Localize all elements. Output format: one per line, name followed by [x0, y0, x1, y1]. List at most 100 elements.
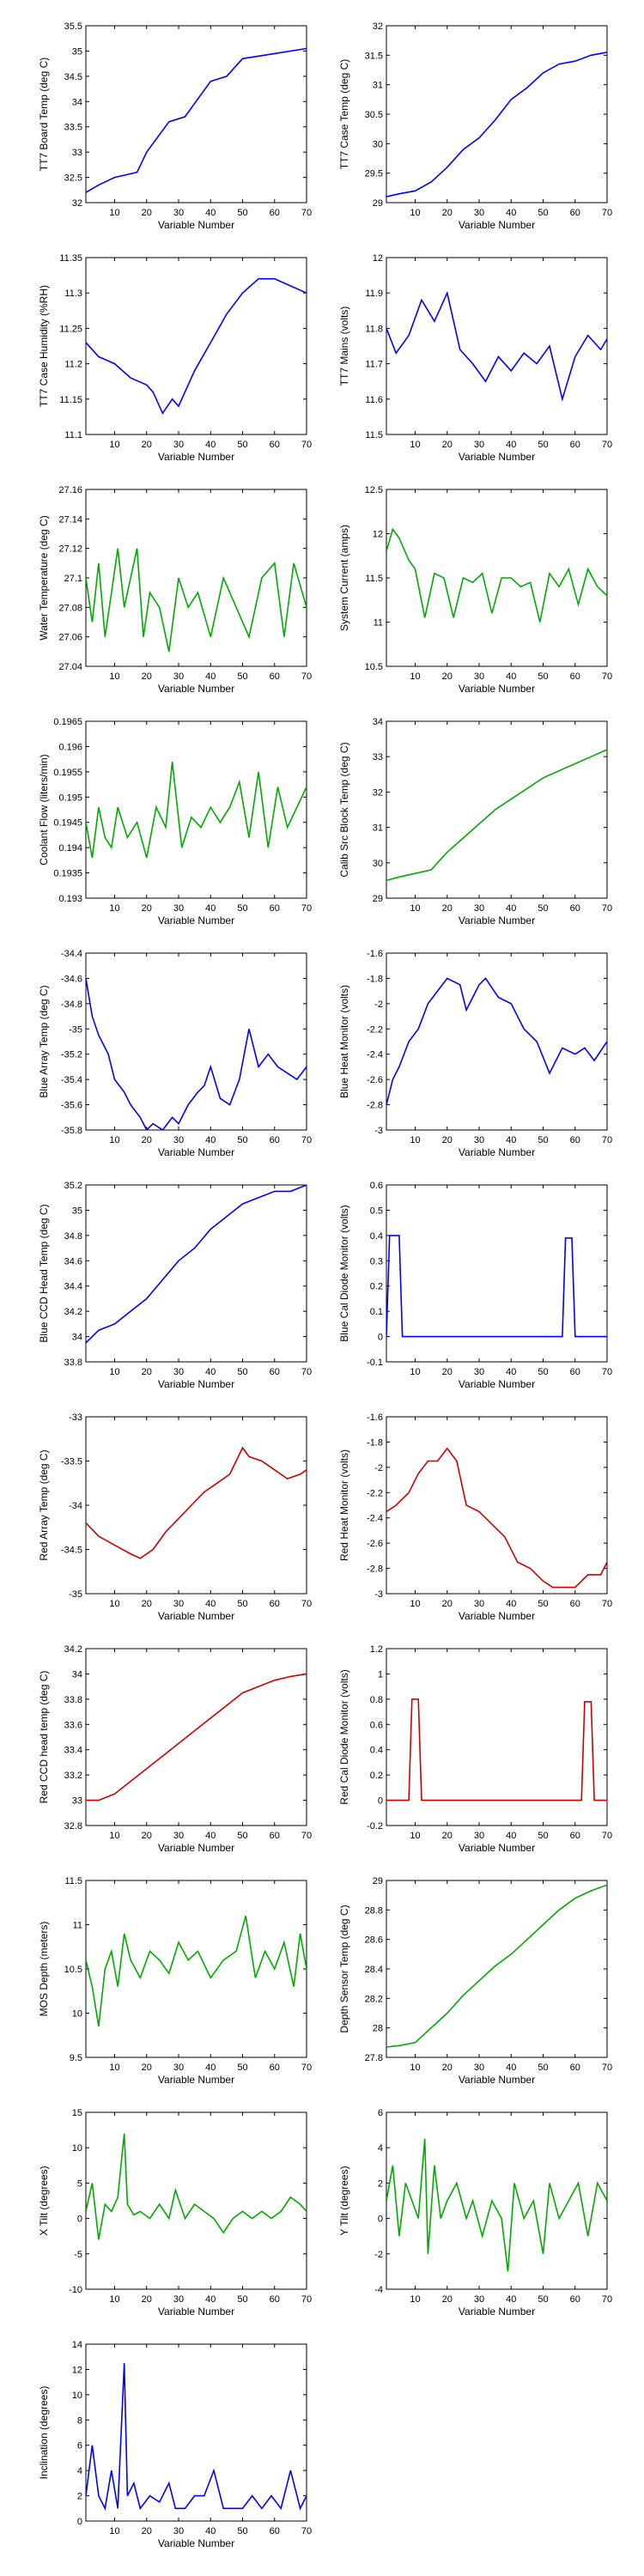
plot-frame: [85, 952, 307, 1131]
x-tick-label: 50: [538, 2294, 548, 2305]
x-tick-label: 60: [570, 1135, 580, 1145]
y-tick-label: 6: [77, 2441, 82, 2451]
y-tick-label: 34: [72, 1333, 82, 1343]
x-tick-label: 30: [474, 1367, 484, 1377]
y-tick-label: -35.2: [61, 1050, 82, 1060]
y-tick-label: 27.14: [58, 514, 82, 525]
x-tick-label: 60: [570, 2294, 580, 2305]
x-tick-label: 50: [538, 903, 548, 914]
y-tick-label: 0.6: [370, 1720, 383, 1730]
y-axis-label: Depth Sensor Temp (deg C): [338, 1905, 350, 2032]
x-tick-label: 60: [570, 903, 580, 914]
x-tick-label: 40: [506, 1135, 516, 1145]
x-tick-label: 70: [301, 903, 312, 914]
y-tick-label: 11.6: [365, 395, 383, 405]
y-tick-label: 0.194: [58, 843, 82, 854]
series-line: [386, 290, 607, 402]
chart-panel-1: 32 31.5 31 30.5 30 29.5 29 10 20 30 40 50 60 70 Variab…: [338, 21, 612, 231]
x-tick-label: 70: [602, 1831, 612, 1841]
x-tick-label: 40: [506, 1831, 516, 1841]
x-tick-label: 20: [442, 2294, 453, 2305]
x-tick-label: 60: [570, 1831, 580, 1841]
y-axis-label: Y Tilt (degrees): [338, 2166, 350, 2235]
y-tick-label: 11: [374, 618, 383, 629]
y-axis-label: Water Temperature (deg C): [38, 515, 50, 640]
x-tick-label: 20: [442, 903, 453, 914]
series-line: [86, 277, 307, 415]
x-axis-label: Variable Number: [158, 914, 234, 927]
y-tick-label: 28.6: [365, 1935, 383, 1946]
x-tick-label: 10: [109, 1135, 119, 1145]
x-tick-label: 30: [173, 2526, 184, 2537]
y-tick-label: 11.9: [365, 289, 383, 299]
y-tick-label: 34.4: [64, 1282, 82, 1292]
y-tick-label: 0.1: [370, 1307, 383, 1317]
y-tick-label: 33: [72, 148, 82, 158]
x-tick-label: 60: [270, 1367, 280, 1377]
y-tick-label: 35.5: [64, 21, 82, 32]
y-axis-label: Calib Src Block Temp (deg C): [338, 742, 350, 877]
x-tick-label: 70: [301, 208, 312, 218]
x-tick-label: 30: [173, 440, 184, 450]
y-tick-label: -2: [374, 2250, 383, 2260]
x-tick-label: 50: [538, 1599, 548, 1609]
x-tick-label: 10: [410, 208, 420, 218]
x-tick-label: 20: [142, 671, 152, 682]
y-tick-label: 11.5: [64, 1876, 82, 1886]
plot-frame: [85, 1648, 307, 1826]
chart-panel-9: -1.6 -1.8 -2 -2.2 -2.4 -2.6 -2.8 -3 10 20 30 40 50 60…: [338, 949, 612, 1158]
y-axis-label: Inclination (degrees): [38, 2386, 50, 2480]
y-tick-label: -35.8: [61, 1126, 82, 1136]
series-line: [86, 1673, 307, 1801]
y-tick-label: 4: [378, 2143, 383, 2154]
y-tick-label: 8: [77, 2415, 82, 2426]
series-line: [386, 527, 607, 623]
y-tick-label: 34.5: [64, 72, 82, 82]
x-tick-label: 70: [602, 2063, 612, 2073]
x-tick-label: 30: [173, 903, 184, 914]
y-tick-label: 32.8: [64, 1821, 82, 1832]
y-tick-label: 33.6: [64, 1720, 82, 1730]
x-tick-label: 30: [173, 671, 184, 682]
x-tick-label: 50: [538, 671, 548, 682]
y-tick-label: 27.8: [365, 2053, 383, 2063]
x-tick-label: 60: [270, 2526, 280, 2537]
y-tick-label: -3: [374, 1126, 383, 1136]
y-tick-label: 32: [72, 198, 82, 209]
plot-frame: [386, 952, 608, 1131]
y-tick-label: 0.193: [58, 894, 82, 904]
series-line: [386, 2138, 607, 2272]
y-tick-label: 27.16: [58, 485, 82, 495]
y-tick-label: 31.5: [365, 51, 383, 61]
x-tick-label: 70: [301, 2526, 312, 2537]
y-tick-label: -33: [69, 1413, 82, 1423]
x-tick-label: 10: [410, 2063, 420, 2073]
x-tick-label: 50: [538, 208, 548, 218]
y-tick-label: 33: [72, 1796, 82, 1807]
y-axis-label: Red Array Temp (deg C): [38, 1449, 50, 1560]
x-tick-label: 40: [506, 440, 516, 450]
x-tick-label: 40: [205, 2294, 216, 2305]
x-tick-label: 40: [205, 1599, 216, 1609]
chart-panel-6: 0.19650.1960.19550.1950.19450.1940.19350…: [38, 717, 312, 927]
x-tick-label: 20: [142, 1599, 152, 1609]
x-tick-label: 60: [570, 671, 580, 682]
y-tick-label: 6: [378, 2108, 383, 2118]
x-tick-label: 30: [474, 440, 484, 450]
x-tick-label: 50: [237, 440, 247, 450]
y-axis-label: Blue CCD Head Temp (deg C): [38, 1204, 50, 1342]
x-tick-label: 10: [410, 440, 420, 450]
y-tick-label: -2.4: [367, 1514, 383, 1524]
y-tick-label: 12.5: [365, 485, 383, 495]
plot-frame: [85, 1416, 307, 1595]
x-tick-label: 50: [237, 2063, 247, 2073]
x-tick-label: 70: [602, 208, 612, 218]
x-tick-label: 20: [142, 440, 152, 450]
y-tick-label: 0.1965: [53, 717, 82, 727]
x-tick-label: 10: [109, 2063, 119, 2073]
series-line: [386, 1447, 607, 1589]
y-tick-label: 27.08: [58, 603, 82, 613]
y-tick-label: 34.2: [64, 1307, 82, 1317]
series-line: [386, 52, 607, 197]
x-tick-label: 10: [410, 2294, 420, 2305]
